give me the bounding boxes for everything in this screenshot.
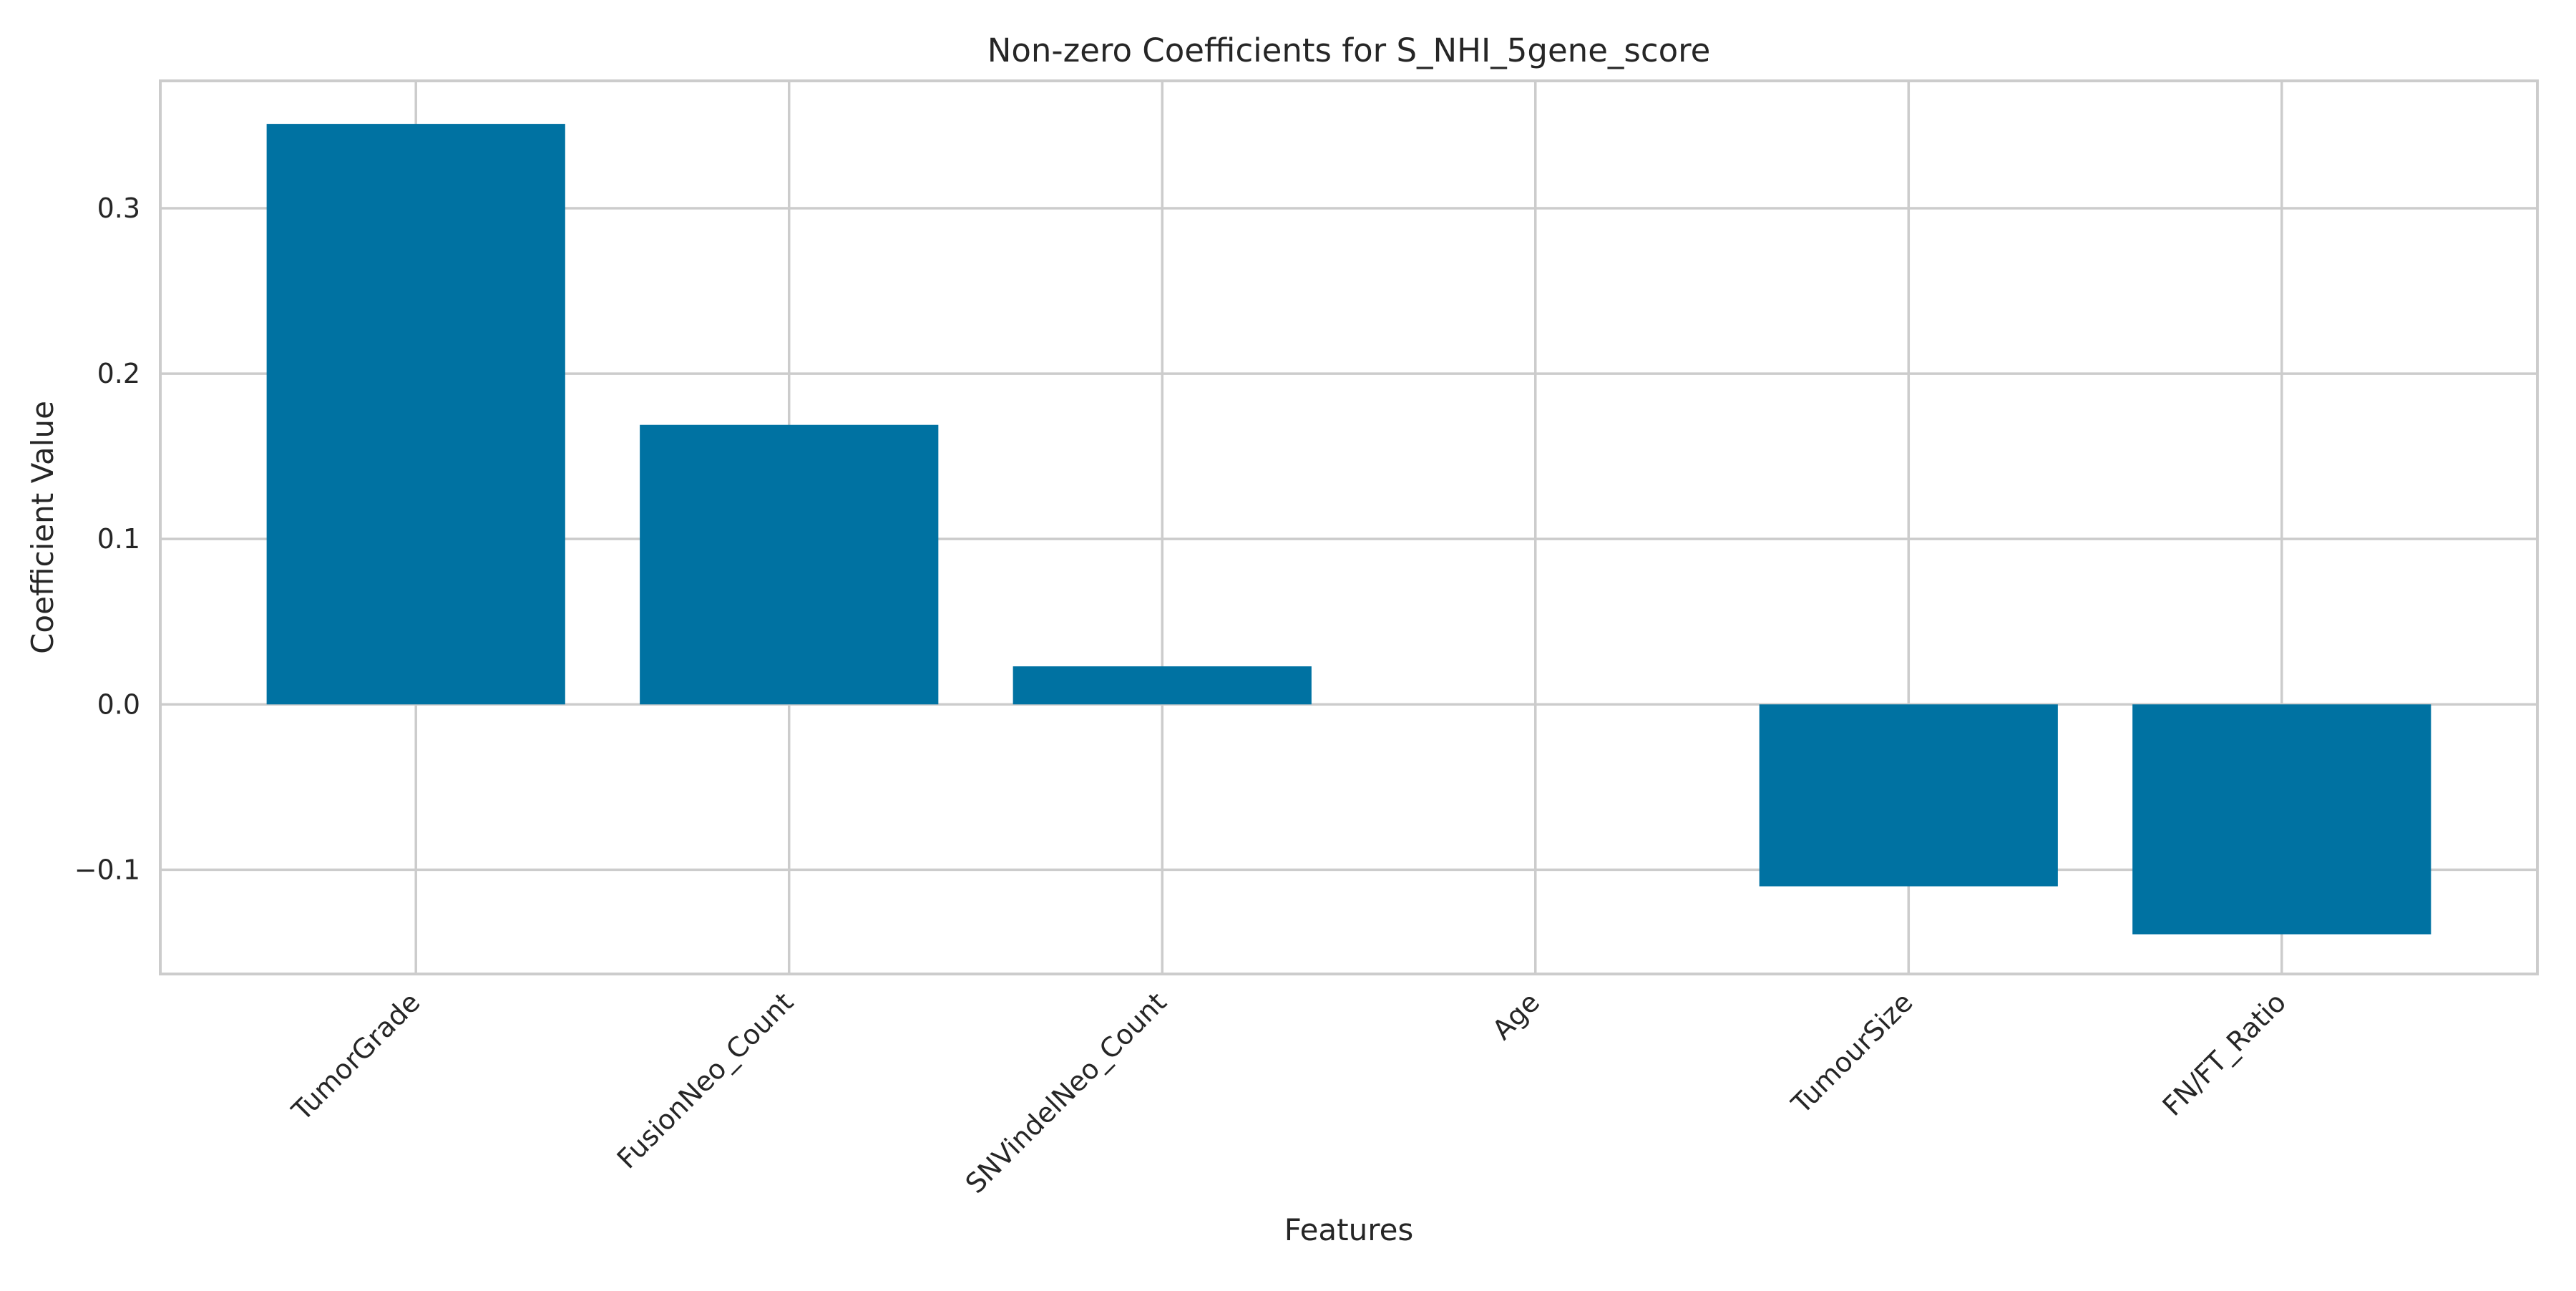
x-tick-label: FusionNeo_Count	[611, 986, 799, 1174]
x-axis-label: Features	[1284, 1212, 1414, 1247]
bar-snvindelneo-count	[1013, 666, 1312, 705]
y-tick-label: 0.0	[97, 688, 140, 720]
x-tick-label: SNVindelNeo_Count	[960, 986, 1173, 1199]
x-tick-label: TumourSize	[1785, 986, 1919, 1120]
bar-tumorgrade	[266, 124, 565, 705]
x-tick-label: FN/FT_Ratio	[2157, 986, 2293, 1122]
bar-fn-ft-ratio	[2132, 704, 2431, 935]
x-tick-labels: TumorGrade FusionNeo_Count SNVindelNeo_Cou…	[286, 986, 2292, 1199]
bars	[266, 124, 2431, 935]
y-tick-label: −0.1	[74, 854, 140, 885]
bar-tumoursize	[1759, 704, 2058, 887]
x-tick-label: Age	[1486, 986, 1546, 1046]
x-tick-label: TumorGrade	[286, 986, 426, 1127]
y-tick-labels: −0.1 0.0 0.1 0.2 0.3	[74, 193, 140, 885]
y-axis-label: Coefficient Value	[25, 401, 60, 654]
y-tick-label: 0.3	[97, 193, 140, 224]
plot-frame	[159, 79, 2539, 975]
chart-title: Non-zero Coefficients for S_NHI_5gene_sc…	[987, 31, 1711, 69]
bar-fusionneo-count	[640, 424, 939, 705]
y-tick-label: 0.2	[97, 358, 140, 389]
y-tick-label: 0.1	[97, 523, 140, 555]
